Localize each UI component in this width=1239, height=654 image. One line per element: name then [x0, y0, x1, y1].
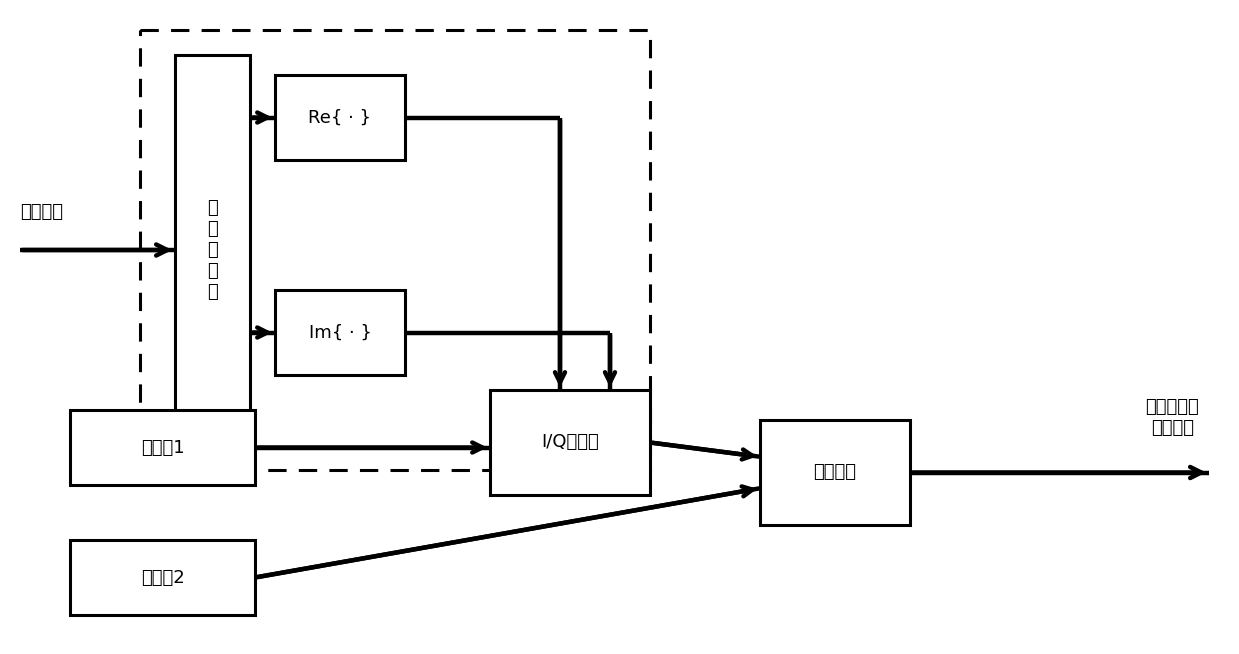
Bar: [275, 290, 405, 375]
Text: 星
座
点
映
射: 星 座 点 映 射: [207, 199, 218, 301]
Bar: [489, 390, 650, 495]
Text: 高频率矢量
射频信号: 高频率矢量 射频信号: [1145, 398, 1199, 437]
Text: 激光器2: 激光器2: [140, 568, 185, 587]
Bar: [175, 55, 250, 445]
Text: 光耦合器: 光耦合器: [814, 464, 856, 481]
Bar: [69, 540, 255, 615]
Text: Re{ · }: Re{ · }: [309, 109, 372, 126]
Text: 激光器1: 激光器1: [141, 438, 185, 456]
Bar: [140, 30, 650, 470]
Text: Im{ · }: Im{ · }: [309, 324, 372, 341]
Bar: [69, 410, 255, 485]
Bar: [275, 75, 405, 160]
Bar: [760, 420, 909, 525]
Text: 数据信号: 数据信号: [20, 203, 63, 221]
Text: I/Q调制器: I/Q调制器: [541, 434, 598, 451]
